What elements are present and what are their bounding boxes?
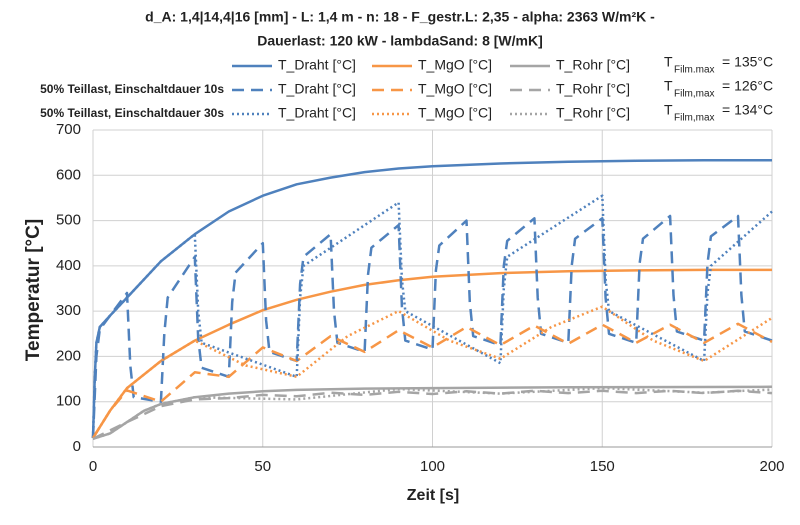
y-tick-label: 400 xyxy=(56,257,81,274)
legend-label: T_Rohr [°C] xyxy=(556,105,630,121)
film-value: = 134°C xyxy=(722,102,773,118)
series-line xyxy=(91,305,773,439)
legend-label: T_MgO [°C] xyxy=(418,81,492,97)
y-tick-label: 700 xyxy=(56,121,81,138)
film-symbol: T xyxy=(664,102,673,118)
legend-label: T_MgO [°C] xyxy=(418,57,492,73)
film-subscript: Film,max xyxy=(674,89,715,100)
x-tick-label: 200 xyxy=(759,458,784,475)
legend-row-label: 50% Teillast, Einschaltdauer 10s xyxy=(40,82,224,96)
film-subscript: Film.max xyxy=(674,65,715,76)
legend-label: T_Draht [°C] xyxy=(278,57,356,73)
x-tick-label: 50 xyxy=(254,458,271,475)
y-tick-label: 100 xyxy=(56,393,81,410)
series-line xyxy=(91,268,772,439)
chart-title: Dauerlast: 120 kW - lambdaSand: 8 [W/mK] xyxy=(257,33,543,49)
film-subscript: Film,max xyxy=(674,113,715,124)
legend-label: T_Draht [°C] xyxy=(278,105,356,121)
legend-label: T_Draht [°C] xyxy=(278,81,356,97)
y-tick-label: 500 xyxy=(56,212,81,229)
film-value: = 126°C xyxy=(722,78,773,94)
x-tick-label: 0 xyxy=(89,458,97,475)
series-line xyxy=(91,194,773,438)
film-symbol: T xyxy=(664,78,673,94)
chart-title: d_A: 1,4|14,4|16 [mm] - L: 1,4 m - n: 18… xyxy=(145,9,655,25)
legend-label: T_Rohr [°C] xyxy=(556,57,630,73)
series-line xyxy=(91,322,773,439)
legend-label: T_Rohr [°C] xyxy=(556,81,630,97)
legend-label: T_MgO [°C] xyxy=(418,105,492,121)
series-line xyxy=(92,386,773,440)
y-tick-label: 300 xyxy=(56,302,81,319)
y-axis-label: Temperatur [°C] xyxy=(23,219,44,361)
film-symbol: T xyxy=(664,54,673,70)
x-axis-label: Zeit [s] xyxy=(407,487,459,504)
series-line xyxy=(91,214,773,438)
x-tick-label: 100 xyxy=(420,458,445,475)
y-tick-label: 200 xyxy=(56,347,81,364)
x-tick-label: 150 xyxy=(590,458,615,475)
y-tick-label: 0 xyxy=(73,438,81,455)
series-line xyxy=(92,385,773,440)
legend-row-label: 50% Teillast, Einschaltdauer 30s xyxy=(40,106,224,120)
y-tick-label: 600 xyxy=(56,166,81,183)
series-line xyxy=(91,159,772,438)
film-value: = 135°C xyxy=(722,54,773,70)
